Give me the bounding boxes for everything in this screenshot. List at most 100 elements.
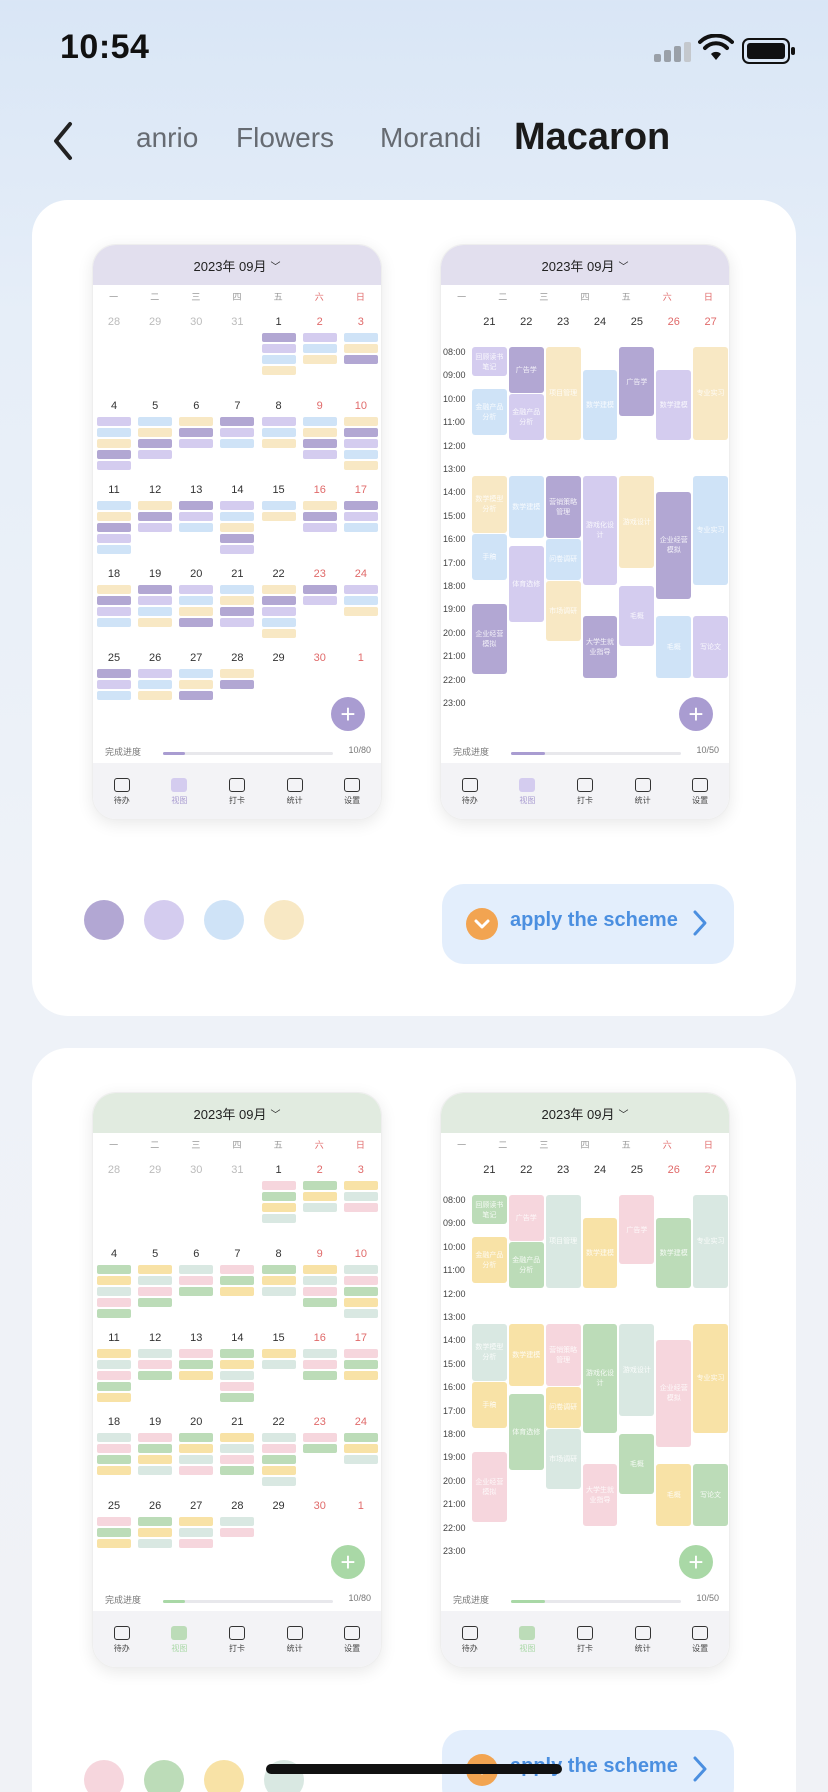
day-cell[interactable]: 30 [300, 1497, 340, 1515]
day-cell[interactable]: 18 [94, 565, 134, 629]
tabbar-item[interactable]: 打卡 [556, 1611, 614, 1667]
tabbar-item[interactable]: 设置 [323, 763, 381, 819]
day-cell[interactable]: 9 [300, 1245, 340, 1309]
course-block[interactable]: 问卷调研 [545, 1386, 581, 1428]
day-cell[interactable]: 11 [94, 1329, 134, 1404]
course-block[interactable]: 游戏设计 [619, 475, 655, 569]
day-cell[interactable]: 7 [217, 397, 257, 450]
course-block[interactable]: 广告学 [508, 1195, 544, 1241]
day-cell[interactable]: 2 [300, 313, 340, 366]
preview-month-title[interactable]: 2023年 09月 ﹀ [93, 245, 381, 285]
day-cell[interactable]: 10 [341, 397, 381, 472]
color-swatch[interactable] [84, 900, 124, 940]
course-block[interactable]: 广告学 [619, 347, 655, 417]
course-block[interactable]: 专业实习 [693, 1195, 728, 1288]
day-cell[interactable]: 16 [300, 481, 340, 534]
add-fab-button[interactable]: + [331, 697, 365, 731]
day-cell[interactable]: 10 [341, 1245, 381, 1320]
day-cell[interactable]: 31 [217, 1161, 257, 1179]
course-block[interactable]: 数学建模 [582, 370, 618, 440]
day-cell[interactable]: 22 [259, 1413, 299, 1488]
day-cell[interactable]: 15 [259, 1329, 299, 1371]
preview-month-title[interactable]: 2023年 09月 ﹀ [93, 1093, 381, 1133]
course-block[interactable]: 毛概 [656, 1464, 692, 1527]
course-block[interactable]: 数学建模 [582, 1218, 618, 1288]
day-cell[interactable]: 13 [176, 481, 216, 534]
day-cell[interactable]: 17 [341, 1329, 381, 1382]
day-cell[interactable]: 25 [94, 649, 134, 702]
tabbar-item[interactable]: 视图 [151, 1611, 209, 1667]
tab-anrio[interactable]: anrio [136, 122, 199, 153]
course-block[interactable]: 市场调研 [545, 581, 581, 641]
tabbar-item[interactable]: 设置 [323, 1611, 381, 1667]
day-cell[interactable]: 20 [176, 1413, 216, 1477]
course-block[interactable]: 市场调研 [545, 1429, 581, 1489]
tabbar-item[interactable]: 视图 [151, 763, 209, 819]
course-block[interactable]: 企业经营模拟 [472, 1452, 507, 1522]
course-block[interactable]: 写论文 [693, 1464, 728, 1527]
day-cell[interactable]: 21 [217, 1413, 257, 1477]
day-cell[interactable]: 1 [259, 313, 299, 377]
day-cell[interactable]: 24 [341, 1413, 381, 1466]
day-cell[interactable]: 27 [176, 1497, 216, 1550]
tabbar-item[interactable]: 统计 [266, 763, 324, 819]
tabbar-item[interactable]: 待办 [441, 1611, 499, 1667]
day-cell[interactable]: 20 [176, 565, 216, 629]
day-cell[interactable]: 26 [135, 1497, 175, 1550]
day-cell[interactable]: 8 [259, 397, 299, 450]
day-cell[interactable]: 29 [259, 649, 299, 667]
tabbar-item[interactable]: 打卡 [556, 763, 614, 819]
day-cell[interactable]: 19 [135, 1413, 175, 1477]
day-cell[interactable]: 3 [341, 1161, 381, 1214]
day-cell[interactable]: 3 [341, 313, 381, 366]
day-cell[interactable]: 4 [94, 397, 134, 472]
course-block[interactable]: 金融产品分析 [508, 1241, 544, 1288]
course-block[interactable]: 大学生就业指导 [582, 1464, 618, 1527]
course-block[interactable]: 专业实习 [693, 475, 728, 585]
course-block[interactable]: 广告学 [619, 1195, 655, 1265]
day-cell[interactable]: 22 [259, 565, 299, 640]
preview-month-title[interactable]: 2023年 09月 ﹀ [441, 245, 729, 285]
back-arrow-icon[interactable] [44, 118, 84, 164]
day-cell[interactable]: 4 [94, 1245, 134, 1320]
course-block[interactable]: 数学模型分析 [472, 475, 507, 534]
week-view-preview[interactable]: 2023年 09月 ﹀ 一 二 三 四 五 六 日 21 22 23 24 25 26 27 08:00 09:0… [440, 244, 730, 820]
day-cell[interactable]: 11 [94, 481, 134, 556]
day-cell[interactable]: 25 [94, 1497, 134, 1550]
day-cell[interactable]: 14 [217, 1329, 257, 1404]
apply-scheme-button[interactable]: apply the scheme [442, 884, 734, 964]
tabbar-item[interactable]: 打卡 [208, 763, 266, 819]
course-block[interactable]: 回顾读书笔记 [472, 1195, 507, 1225]
month-view-preview[interactable]: 2023年 09月 ﹀ 一二三四五六日 28 29 30 31 1 2 3 4 5 6 7 8 9 10 11 12… [92, 1092, 382, 1668]
day-cell[interactable]: 23 [300, 1413, 340, 1455]
day-cell[interactable]: 12 [135, 1329, 175, 1382]
day-cell[interactable]: 26 [135, 649, 175, 702]
day-cell[interactable]: 29 [135, 313, 175, 331]
preview-month-title[interactable]: 2023年 09月 ﹀ [441, 1093, 729, 1133]
color-swatch[interactable] [84, 1760, 124, 1792]
day-cell[interactable]: 31 [217, 313, 257, 331]
course-block[interactable]: 广告学 [508, 347, 544, 393]
tabbar-item[interactable]: 待办 [93, 1611, 151, 1667]
day-cell[interactable]: 27 [176, 649, 216, 702]
tabbar-item[interactable]: 视图 [499, 1611, 557, 1667]
add-fab-button[interactable]: + [679, 697, 713, 731]
day-cell[interactable]: 17 [341, 481, 381, 534]
tabbar-item[interactable]: 打卡 [208, 1611, 266, 1667]
course-block[interactable]: 数学模型分析 [472, 1323, 507, 1382]
tabbar-item[interactable]: 设置 [671, 1611, 729, 1667]
day-cell[interactable]: 30 [176, 313, 216, 331]
day-cell[interactable]: 13 [176, 1329, 216, 1382]
day-cell[interactable]: 5 [135, 1245, 175, 1309]
course-block[interactable]: 手稿 [472, 534, 507, 580]
day-cell[interactable]: 30 [300, 649, 340, 667]
course-block[interactable]: 营销策略管理 [545, 1323, 581, 1386]
day-cell[interactable]: 29 [259, 1497, 299, 1515]
day-cell[interactable]: 18 [94, 1413, 134, 1477]
day-cell[interactable]: 21 [217, 565, 257, 629]
course-block[interactable]: 金融产品分析 [472, 1237, 507, 1283]
color-swatch[interactable] [144, 1760, 184, 1792]
tabbar-item[interactable]: 统计 [614, 1611, 672, 1667]
day-cell[interactable]: 6 [176, 397, 216, 450]
tabbar-item[interactable]: 待办 [93, 763, 151, 819]
